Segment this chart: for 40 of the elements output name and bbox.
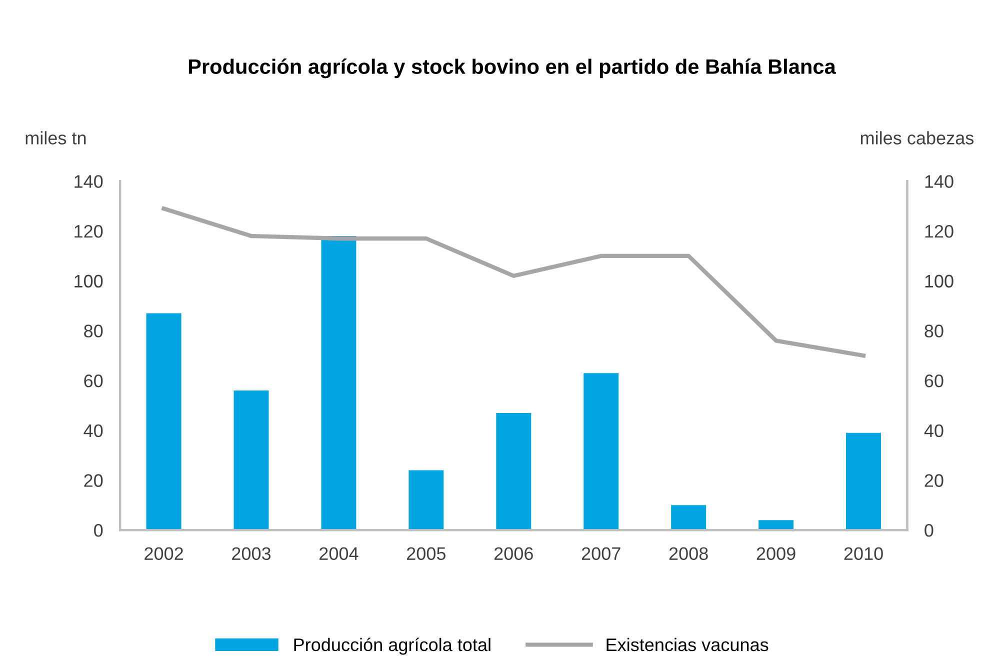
y2-tick-label: 20 [924, 474, 944, 487]
y2-tick-label: 60 [924, 374, 944, 388]
bar [846, 432, 882, 530]
y2-tick-label: 100 [925, 274, 954, 288]
bar [496, 412, 532, 530]
x-tick-label: 2008 [669, 547, 708, 560]
y-tick-label: 120 [74, 224, 103, 238]
x-tick-label: 2003 [232, 547, 271, 560]
y2-axis-title: miles cabezas [860, 131, 974, 144]
x-tick-label: 2009 [756, 547, 796, 560]
y-axis-title: miles tn [26, 131, 86, 144]
bar [584, 373, 619, 530]
legend-label: Producción agrícola total [294, 638, 490, 655]
bar [146, 313, 182, 530]
y2-tick-label: 140 [925, 175, 954, 188]
x-tick-label: 2010 [844, 547, 883, 560]
line-series [162, 206, 866, 358]
y-tick-label: 140 [74, 175, 103, 188]
legend-label: Existencias vacunas [606, 638, 768, 652]
y-tick-label: 100 [74, 274, 103, 288]
bar [671, 505, 706, 530]
y2-tick-label: 0 [924, 524, 934, 537]
bar [408, 470, 444, 530]
bar [321, 236, 356, 530]
chart-title: Producción agrícola y stock bovino en el partido de Bahía Blanca [188, 58, 836, 78]
y-tick-label: 40 [84, 424, 103, 438]
bar [758, 520, 794, 530]
y2-tick-label: 80 [924, 324, 944, 338]
y-tick-label: 0 [94, 524, 103, 537]
y-tick-label: 60 [84, 374, 103, 388]
x-tick-label: 2007 [582, 547, 620, 560]
x-tick-label: 2004 [320, 547, 358, 560]
bar [234, 390, 269, 530]
y-tick-label: 20 [84, 474, 103, 487]
y2-tick-label: 120 [925, 224, 954, 238]
y2-tick-label: 40 [924, 424, 944, 438]
x-tick-label: 2005 [407, 547, 446, 560]
y-tick-label: 80 [84, 324, 103, 338]
x-tick-label: 2006 [494, 547, 533, 560]
x-tick-label: 2002 [144, 547, 183, 560]
